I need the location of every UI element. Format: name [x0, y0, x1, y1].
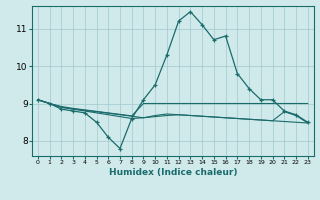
X-axis label: Humidex (Indice chaleur): Humidex (Indice chaleur) — [108, 168, 237, 177]
